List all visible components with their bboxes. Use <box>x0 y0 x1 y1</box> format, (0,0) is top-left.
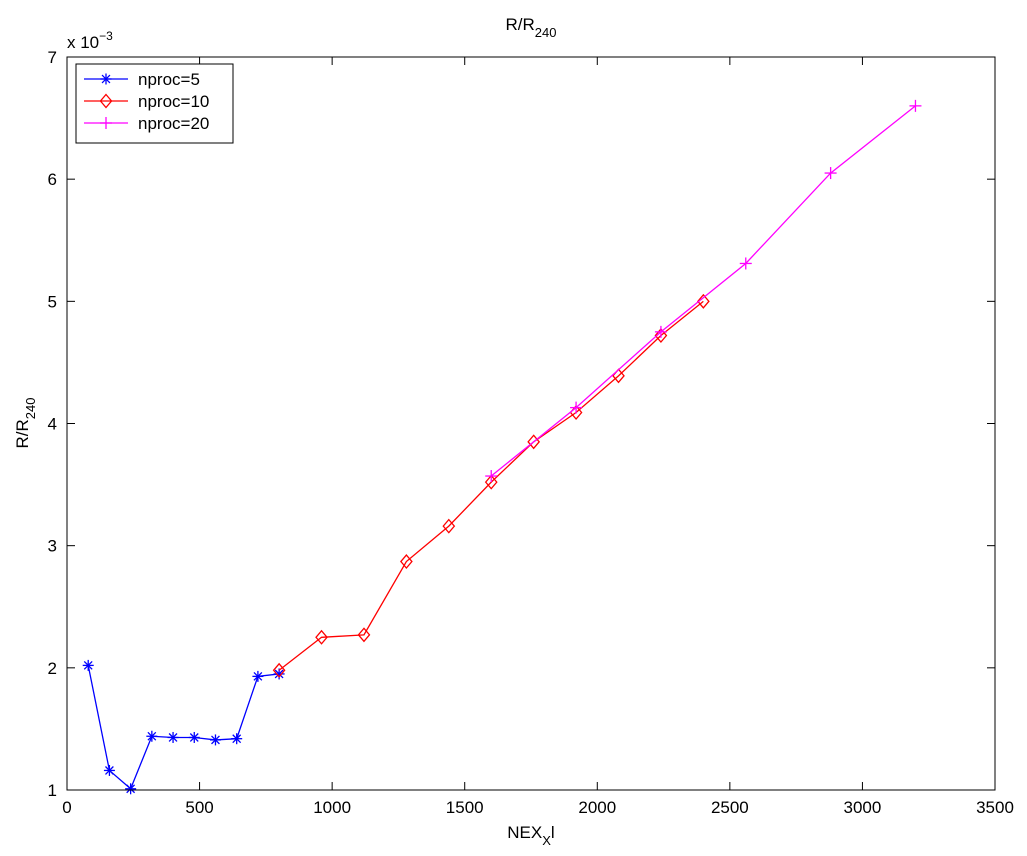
x-tick-label: 2500 <box>711 798 749 817</box>
x-tick-label: 3000 <box>844 798 882 817</box>
series-1 <box>82 659 285 795</box>
marker-plus <box>909 99 922 112</box>
legend-label: nproc=5 <box>138 70 200 89</box>
marker-asterisk <box>167 731 179 743</box>
y-axis-exponent-label: x 10−3 <box>67 29 113 52</box>
x-tick-label: 1000 <box>313 798 351 817</box>
marker-diamond <box>315 629 328 645</box>
y-tick-label: 5 <box>48 292 57 311</box>
marker-asterisk <box>209 734 221 746</box>
marker-asterisk <box>231 733 243 745</box>
marker-diamond <box>484 474 498 490</box>
marker-diamond <box>357 627 371 643</box>
marker-diamond <box>696 293 710 309</box>
axes-background <box>67 57 995 790</box>
marker-asterisk <box>100 73 112 85</box>
marker-diamond <box>442 518 456 534</box>
x-axis-label: NEXXl <box>507 823 554 848</box>
marker-diamond <box>272 662 286 678</box>
legend-label: nproc=10 <box>138 92 209 111</box>
marker-diamond <box>99 93 113 109</box>
legend-entry: nproc=20 <box>84 114 209 133</box>
series-line <box>490 105 916 477</box>
legend-label: nproc=20 <box>138 114 209 133</box>
series-line <box>278 300 704 671</box>
y-tick-label: 2 <box>48 659 57 678</box>
x-tick-label: 2000 <box>578 798 616 817</box>
x-tick-label: 3500 <box>976 798 1014 817</box>
x-tick-label: 500 <box>185 798 213 817</box>
series-line <box>87 665 280 790</box>
series-layer <box>82 99 922 795</box>
marker-asterisk <box>82 659 94 671</box>
legend: nproc=5 nproc=10 nproc=20 <box>75 63 234 144</box>
series-2 <box>272 293 710 678</box>
marker-asterisk <box>103 764 115 776</box>
ticks-layer: 0 500 1000 1500 2000 2500 3000 3500 1 2 3 4 5 6 7 <box>48 48 1014 817</box>
marker-plus <box>654 325 667 338</box>
chart-title: R/R240 <box>506 15 557 40</box>
marker-plus <box>739 257 752 270</box>
y-tick-label: 7 <box>48 48 57 67</box>
series-3 <box>485 99 922 483</box>
y-tick-label: 3 <box>48 537 57 556</box>
x-tick-label: 1500 <box>446 798 484 817</box>
legend-entry: nproc=5 <box>84 70 200 89</box>
y-tick-label: 6 <box>48 170 57 189</box>
y-tick-label: 4 <box>48 415 57 434</box>
marker-plus <box>485 470 498 483</box>
marker-asterisk <box>146 730 158 742</box>
y-tick-label: 1 <box>48 781 57 800</box>
legend-entry: nproc=10 <box>84 92 209 111</box>
marker-diamond <box>654 328 668 344</box>
marker-plus <box>100 117 112 129</box>
plot-area <box>67 57 995 790</box>
marker-asterisk <box>125 783 137 795</box>
x-tick-label: 0 <box>62 798 71 817</box>
marker-diamond <box>400 554 413 570</box>
y-axis-label: R/R240 <box>13 398 38 449</box>
marker-plus <box>570 401 583 414</box>
marker-plus <box>824 167 837 180</box>
marker-asterisk <box>252 670 264 682</box>
marker-asterisk <box>188 731 200 743</box>
